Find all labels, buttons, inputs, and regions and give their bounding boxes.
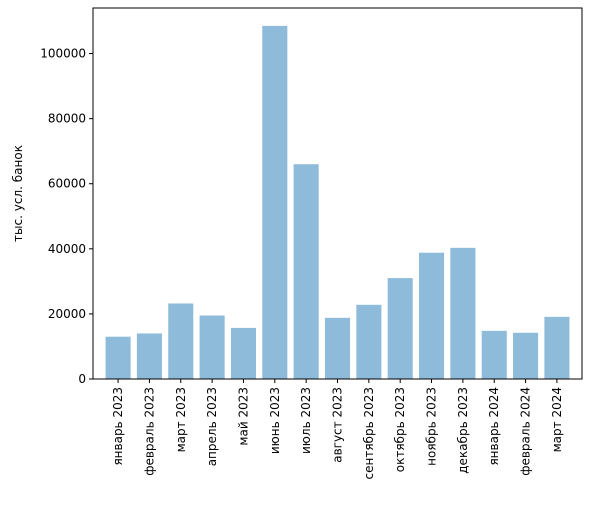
y-tick-label: 80000 bbox=[48, 112, 86, 126]
x-tick-label: март 2024 bbox=[550, 387, 564, 452]
bar-10 bbox=[419, 252, 445, 379]
x-tick-label: январь 2023 bbox=[111, 387, 125, 466]
y-axis-label: тыс. усл. банок bbox=[11, 145, 25, 242]
x-tick-label: октябрь 2023 bbox=[393, 387, 407, 472]
bar-14 bbox=[544, 316, 570, 379]
bar-8 bbox=[356, 304, 382, 379]
x-tick-label: декабрь 2023 bbox=[456, 387, 470, 474]
x-tick-label: апрель 2023 bbox=[205, 387, 219, 466]
plot-frame bbox=[92, 7, 583, 380]
x-axis: январь 2023 февраль 2023 март 2023 апрель 2… bbox=[111, 379, 564, 479]
x-tick-label: январь 2024 bbox=[487, 387, 501, 466]
y-tick-label: 100000 bbox=[40, 47, 86, 61]
x-tick-label: февраль 2024 bbox=[519, 387, 533, 476]
x-tick-label: сентябрь 2023 bbox=[362, 387, 376, 479]
x-tick-label: ноябрь 2023 bbox=[425, 387, 439, 466]
x-tick-label: февраль 2023 bbox=[142, 387, 156, 476]
x-tick-label: март 2023 bbox=[174, 387, 188, 452]
bar-12 bbox=[481, 330, 507, 379]
y-tick-label: 0 bbox=[78, 372, 86, 386]
y-tick-label: 20000 bbox=[48, 307, 86, 321]
y-tick-label: 60000 bbox=[48, 177, 86, 191]
bar-2 bbox=[168, 303, 194, 379]
x-tick-label: июль 2023 bbox=[299, 387, 313, 454]
bar-4 bbox=[230, 327, 256, 379]
bar-1 bbox=[136, 333, 162, 379]
bar-9 bbox=[387, 278, 413, 379]
x-tick-label: август 2023 bbox=[331, 387, 345, 463]
bars-group bbox=[105, 25, 570, 380]
x-tick-label: май 2023 bbox=[236, 387, 250, 446]
bar-13 bbox=[513, 332, 539, 379]
bar-0 bbox=[105, 336, 131, 379]
y-tick-label: 40000 bbox=[48, 242, 86, 256]
y-axis: 0 20000 40000 60000 80000 100000 bbox=[40, 47, 93, 386]
bar-3 bbox=[199, 315, 225, 379]
bar-11 bbox=[450, 247, 476, 379]
x-tick-label: июнь 2023 bbox=[268, 387, 282, 454]
bar-7 bbox=[324, 317, 351, 379]
bar-5 bbox=[262, 25, 288, 380]
bar-6 bbox=[293, 164, 319, 379]
